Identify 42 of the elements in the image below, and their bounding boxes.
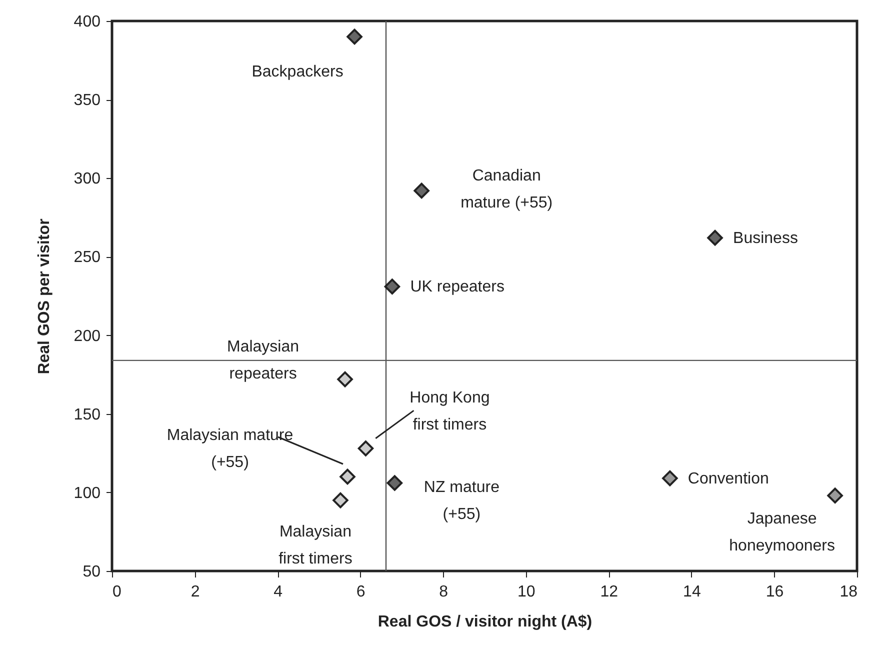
annotation: Business (733, 230, 798, 247)
x-tick-label: 14 (683, 584, 701, 600)
x-axis-title: Real GOS / visitor night (A$) (378, 614, 592, 630)
point (827, 488, 843, 504)
annotation: Canadian mature (+55) (460, 168, 553, 212)
point (414, 182, 430, 199)
point (340, 468, 356, 485)
x-tick-label: 2 (190, 584, 200, 600)
x-tick-label: 18 (840, 584, 858, 600)
point (346, 28, 362, 45)
annotation: Malaysian first timers (278, 523, 352, 568)
annotation: Hong Kong first timers (410, 389, 490, 434)
x-tick-label: 10 (517, 584, 536, 600)
annotation: Malaysian repeaters (227, 338, 300, 382)
point (662, 470, 678, 486)
y-tick-label: 350 (74, 92, 101, 110)
y-axis-title: Real GOS per visitor (36, 218, 53, 374)
y-tick-label: 150 (74, 406, 101, 424)
point (332, 492, 348, 508)
annotation: UK repeaters (410, 278, 504, 296)
annotation: Japanese honeymooners (729, 510, 835, 555)
y-tick-label: 200 (74, 328, 101, 345)
x-tick-label: 6 (356, 584, 366, 600)
annotation: NZ mature (+55) (424, 479, 500, 523)
point (337, 371, 353, 388)
point (386, 475, 403, 491)
y-tick-label: 250 (74, 249, 101, 266)
annotation: Backpackers (252, 64, 344, 81)
y-tick-label: 50 (82, 564, 101, 580)
annotation: Malaysian mature (+55) (166, 427, 294, 471)
x-tick-label: 4 (274, 584, 283, 600)
x-tick-label: 8 (439, 584, 448, 600)
y-tick-label: 100 (74, 484, 101, 502)
x-tick-label: 12 (600, 584, 618, 600)
x-tick-label: 16 (766, 584, 784, 600)
y-tick-label: 400 (74, 14, 101, 30)
annotation: Convention (688, 470, 769, 488)
y-tick-label: 300 (74, 170, 101, 188)
point (707, 230, 723, 246)
point (384, 278, 400, 294)
point (358, 440, 374, 456)
x-tick-label: 0 (112, 584, 122, 600)
